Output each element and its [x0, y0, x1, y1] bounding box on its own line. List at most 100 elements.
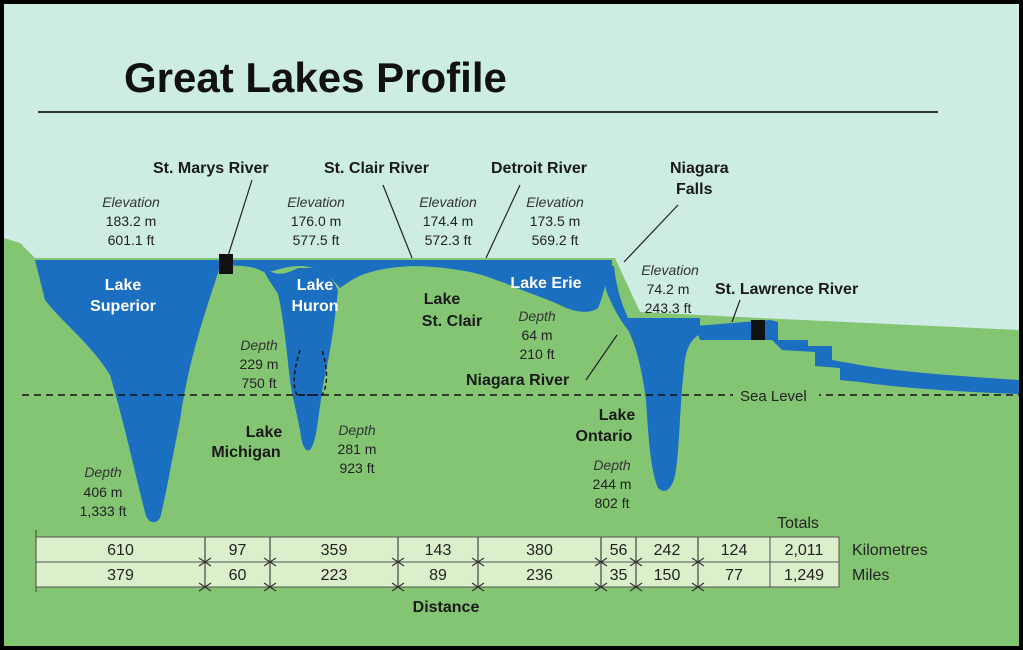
huron-elevation-label: Elevation — [287, 194, 345, 210]
mi-cell: 223 — [321, 567, 348, 584]
ontario-depth-label: Depth — [593, 457, 631, 473]
water-profile — [35, 260, 1019, 523]
superior-elevation-label: Elevation — [102, 194, 160, 210]
page-title: Great Lakes Profile — [124, 54, 507, 101]
lake-superior-name-line1: Lake — [105, 277, 142, 294]
huron-depth-label: Depth — [240, 337, 278, 353]
mi-cell: 150 — [654, 567, 681, 584]
ontario-elevation-m: 74.2 m — [647, 281, 690, 297]
mi-cell: 35 — [610, 567, 628, 584]
superior-depth-m: 406 m — [84, 484, 123, 500]
huron-elevation-m: 176.0 m — [291, 213, 342, 229]
niagara-river-pointer — [585, 334, 618, 381]
distance-table: 610 97 359 143 380 56 242 124 379 60 223 89 236 35 15… — [35, 515, 928, 616]
st-marys-channel — [216, 260, 415, 288]
lake-michigan-name-line1: Lake — [246, 424, 283, 441]
huron-elevation-ft: 577.5 ft — [293, 232, 340, 248]
km-cell: 359 — [321, 542, 348, 559]
detroit-river-label: Detroit River — [491, 160, 587, 177]
ontario-elevation-ft: 243.3 ft — [645, 300, 692, 316]
superior-elevation-m: 183.2 m — [106, 213, 157, 229]
segment-arrow-marker — [629, 557, 643, 567]
lake-st-clair-name-line2: St. Clair — [422, 313, 482, 330]
mi-cell: 379 — [107, 567, 134, 584]
superior-depth-ft: 1,333 ft — [80, 503, 127, 519]
superior-elevation-ft: 601.1 ft — [108, 232, 155, 248]
mi-cell: 77 — [725, 567, 743, 584]
superior-depth-label: Depth — [84, 464, 122, 480]
lake-ontario-basin — [622, 318, 700, 491]
st-clair-river-label: St. Clair River — [324, 160, 429, 177]
st-lawrence-river-label: St. Lawrence River — [715, 281, 858, 298]
st-marys-lock — [219, 254, 233, 274]
michigan-depth-ft: 923 ft — [339, 460, 374, 476]
lake-ontario-name-line2: Ontario — [576, 428, 633, 445]
st-lawrence-pointer — [731, 299, 741, 323]
ontario-elevation-label: Elevation — [641, 262, 699, 278]
st-lawrence-channel — [695, 320, 1019, 394]
total-mi: 1,249 — [784, 567, 824, 584]
st-lawrence-lock — [751, 320, 765, 340]
segment-arrow-marker — [629, 582, 643, 592]
erie-elevation-ft: 569.2 ft — [532, 232, 579, 248]
km-cell: 380 — [526, 542, 553, 559]
km-cell: 97 — [229, 542, 247, 559]
erie-elevation-label: Elevation — [526, 194, 584, 210]
lake-superior-basin — [35, 260, 222, 523]
km-cell: 143 — [425, 542, 452, 559]
ontario-depth-m: 244 m — [593, 476, 632, 492]
detroit-river-pointer — [485, 184, 521, 259]
segment-arrow-marker — [471, 582, 485, 592]
erie-depth-label: Depth — [518, 308, 556, 324]
km-cell: 56 — [610, 542, 628, 559]
huron-depth-ft: 750 ft — [241, 375, 276, 391]
segment-dividers — [198, 537, 705, 592]
st-clair-elevation-m: 174.4 m — [423, 213, 474, 229]
st-marys-river-label: St. Marys River — [153, 160, 269, 177]
segment-arrow-marker — [198, 582, 212, 592]
km-cell: 242 — [654, 542, 681, 559]
ontario-depth-ft: 802 ft — [594, 495, 629, 511]
lake-superior-name-line2: Superior — [90, 298, 156, 315]
niagara-river-channel — [602, 266, 628, 330]
km-cell: 124 — [721, 542, 748, 559]
lake-erie-basin — [410, 260, 612, 312]
segment-arrow-marker — [594, 557, 608, 567]
kilometres-label: Kilometres — [852, 542, 928, 559]
lake-ontario-name-line1: Lake — [599, 407, 636, 424]
st-clair-river-pointer — [382, 184, 413, 259]
totals-label: Totals — [777, 515, 819, 532]
lake-huron-name-line2: Huron — [291, 298, 338, 315]
niagara-river-label: Niagara River — [466, 372, 569, 389]
km-row: 610 97 359 143 380 56 242 124 — [107, 542, 747, 559]
total-km: 2,011 — [785, 542, 824, 559]
lake-michigan-name-line2: Michigan — [211, 444, 280, 461]
mi-cell: 60 — [229, 567, 247, 584]
erie-depth-ft: 210 ft — [519, 346, 554, 362]
niagara-falls-pointer — [623, 204, 679, 263]
lake-st-clair-name-line1: Lake — [424, 291, 461, 308]
miles-row: 379 60 223 89 236 35 150 77 — [107, 567, 743, 584]
erie-depth-m: 64 m — [521, 327, 552, 343]
erie-elevation-m: 173.5 m — [530, 213, 581, 229]
segment-arrow-marker — [691, 557, 705, 567]
segment-arrow-marker — [391, 582, 405, 592]
mi-cell: 89 — [429, 567, 447, 584]
st-marys-pointer — [227, 179, 253, 257]
segment-arrow-marker — [263, 582, 277, 592]
st-clair-elevation-ft: 572.3 ft — [425, 232, 472, 248]
lake-erie-name: Lake Erie — [510, 275, 581, 292]
lake-huron-name-line1: Lake — [297, 277, 334, 294]
lake-michigan-outline — [293, 349, 328, 396]
segment-arrow-marker — [263, 557, 277, 567]
michigan-depth-label: Depth — [338, 422, 376, 438]
miles-label: Miles — [852, 567, 889, 584]
michigan-depth-m: 281 m — [338, 441, 377, 457]
segment-arrow-marker — [198, 557, 212, 567]
segment-arrow-marker — [691, 582, 705, 592]
lake-huron-michigan-basin — [262, 266, 338, 451]
km-cell: 610 — [107, 542, 134, 559]
segment-arrow-marker — [594, 582, 608, 592]
sea-level-label-bg — [733, 385, 819, 405]
